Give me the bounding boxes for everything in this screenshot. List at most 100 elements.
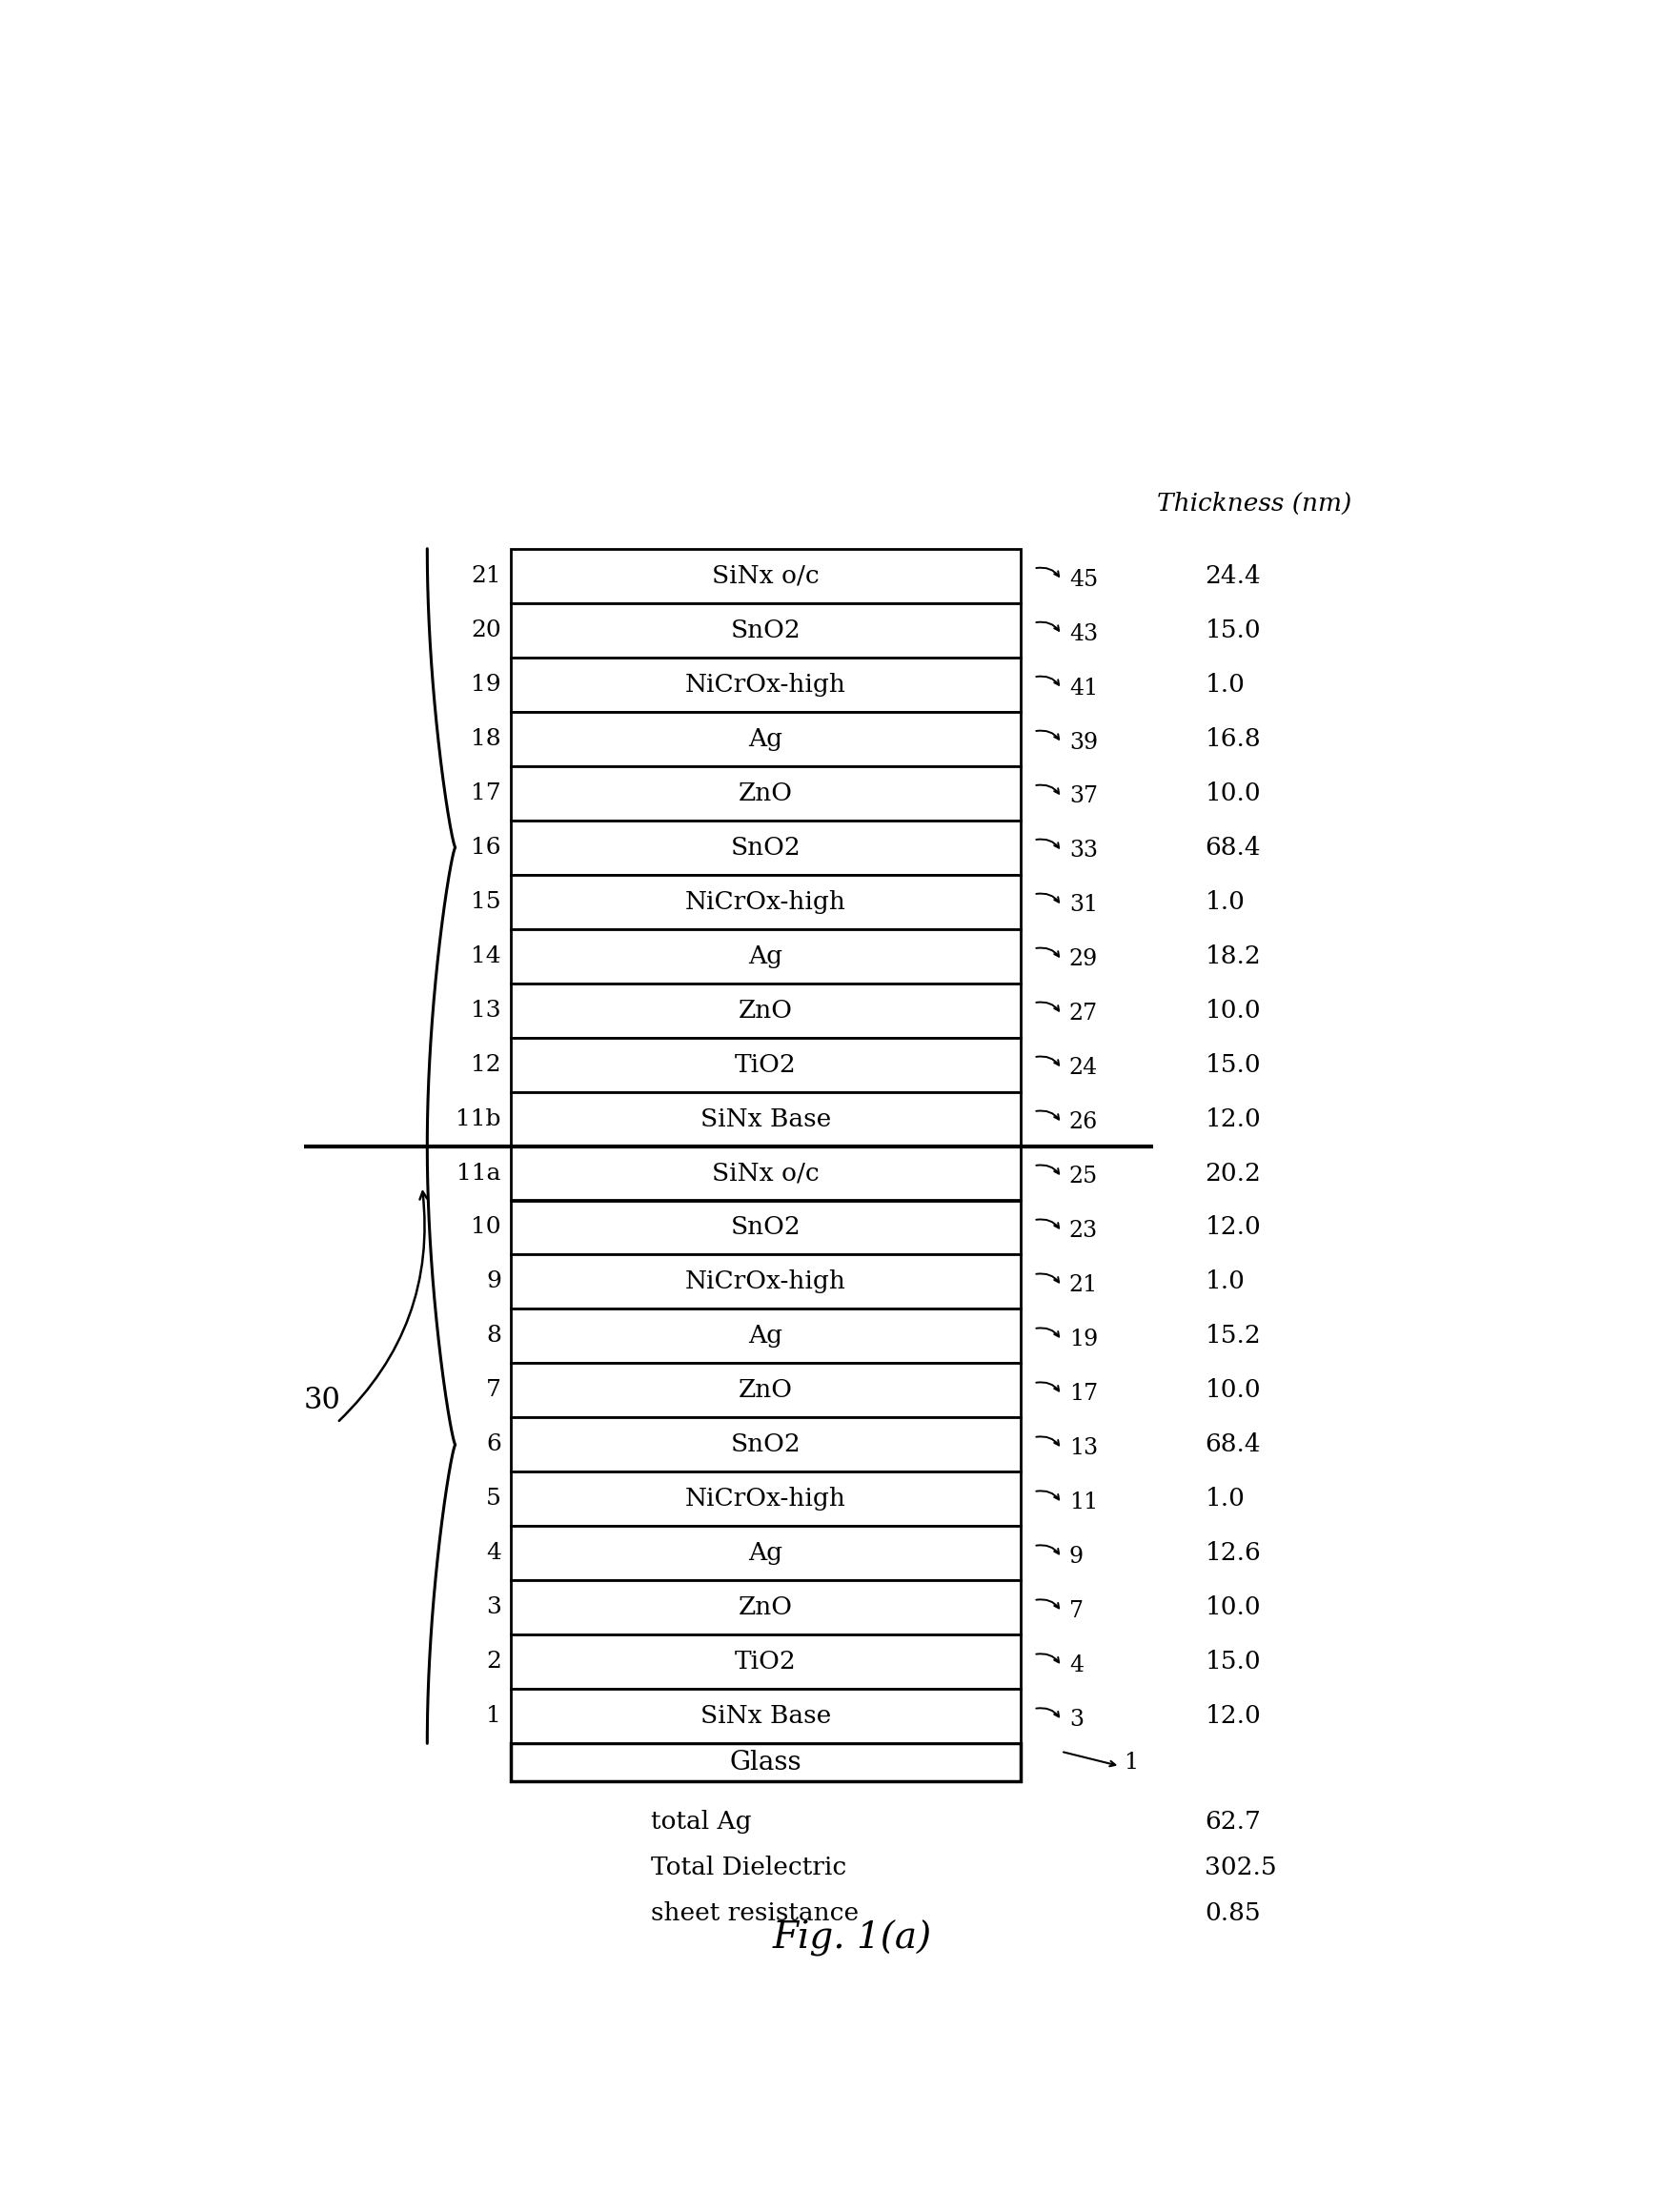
- Text: 9: 9: [486, 1272, 501, 1292]
- Text: 16.8: 16.8: [1206, 728, 1261, 750]
- Text: SiNx Base: SiNx Base: [700, 1106, 832, 1130]
- Bar: [511, 1418, 1021, 1471]
- Bar: [511, 1363, 1021, 1418]
- Bar: [511, 929, 1021, 982]
- Text: ZnO: ZnO: [738, 781, 793, 805]
- Text: 1: 1: [486, 1705, 501, 1728]
- Text: 10.0: 10.0: [1206, 998, 1261, 1022]
- Text: TiO2: TiO2: [735, 1650, 797, 1674]
- Text: 4: 4: [486, 1542, 501, 1564]
- Text: 15.0: 15.0: [1206, 1053, 1261, 1077]
- Text: 10.0: 10.0: [1206, 781, 1261, 805]
- Bar: [511, 657, 1021, 712]
- Bar: [511, 1146, 1021, 1201]
- Text: ZnO: ZnO: [738, 998, 793, 1022]
- Text: 302.5: 302.5: [1206, 1856, 1277, 1880]
- Text: 10: 10: [471, 1217, 501, 1239]
- Text: NiCrOx-high: NiCrOx-high: [685, 672, 846, 697]
- Text: 11: 11: [1069, 1491, 1098, 1513]
- Text: 15.2: 15.2: [1206, 1325, 1261, 1347]
- Bar: [511, 1743, 1021, 1781]
- Text: SiNx o/c: SiNx o/c: [712, 564, 820, 588]
- Bar: [511, 549, 1021, 604]
- Text: 12.0: 12.0: [1206, 1703, 1261, 1728]
- Text: 31: 31: [1069, 894, 1098, 916]
- Text: SnO2: SnO2: [730, 836, 800, 858]
- Text: Fig. 1(a): Fig. 1(a): [772, 1920, 931, 1955]
- Text: 8: 8: [486, 1325, 501, 1347]
- Text: ZnO: ZnO: [738, 1595, 793, 1619]
- Text: 7: 7: [1069, 1599, 1083, 1621]
- Text: 23: 23: [1069, 1221, 1098, 1243]
- Text: 9: 9: [1069, 1546, 1084, 1568]
- Text: 2: 2: [486, 1650, 501, 1672]
- Text: 10.0: 10.0: [1206, 1595, 1261, 1619]
- Text: 19: 19: [1069, 1329, 1098, 1352]
- Text: 21: 21: [1069, 1274, 1098, 1296]
- Text: Ag: Ag: [748, 945, 783, 969]
- Text: 6: 6: [486, 1433, 501, 1455]
- Text: SiNx o/c: SiNx o/c: [712, 1161, 820, 1186]
- Text: 1.0: 1.0: [1206, 1270, 1246, 1294]
- Text: SnO2: SnO2: [730, 1217, 800, 1239]
- Text: 17: 17: [471, 783, 501, 803]
- Text: 30: 30: [304, 1387, 341, 1416]
- Text: 16: 16: [471, 836, 501, 858]
- Bar: [511, 1690, 1021, 1743]
- Text: 24: 24: [1069, 1057, 1098, 1079]
- Text: NiCrOx-high: NiCrOx-high: [685, 1486, 846, 1511]
- Text: 45: 45: [1069, 568, 1098, 591]
- Text: Total Dielectric: Total Dielectric: [650, 1856, 846, 1880]
- Text: 12.6: 12.6: [1206, 1542, 1261, 1566]
- Text: 20.2: 20.2: [1206, 1161, 1261, 1186]
- Text: NiCrOx-high: NiCrOx-high: [685, 889, 846, 914]
- Text: TiO2: TiO2: [735, 1053, 797, 1077]
- Bar: [511, 1635, 1021, 1690]
- Bar: [511, 1582, 1021, 1635]
- Bar: [511, 1526, 1021, 1582]
- Text: 3: 3: [486, 1597, 501, 1619]
- Text: ZnO: ZnO: [738, 1378, 793, 1402]
- Text: 1: 1: [1124, 1752, 1137, 1774]
- Bar: [511, 712, 1021, 765]
- Text: 1.0: 1.0: [1206, 1486, 1246, 1511]
- Text: 0.85: 0.85: [1206, 1900, 1261, 1924]
- Bar: [511, 765, 1021, 821]
- Text: SnO2: SnO2: [730, 1433, 800, 1458]
- Text: 17: 17: [1069, 1382, 1098, 1405]
- Text: 62.7: 62.7: [1206, 1809, 1261, 1834]
- Bar: [511, 1310, 1021, 1363]
- Text: 1.0: 1.0: [1206, 889, 1246, 914]
- Text: 33: 33: [1069, 841, 1098, 863]
- Text: 18.2: 18.2: [1206, 945, 1261, 969]
- Bar: [511, 874, 1021, 929]
- Text: 11a: 11a: [457, 1161, 501, 1183]
- Text: Thickness (nm): Thickness (nm): [1157, 491, 1352, 515]
- Text: 13: 13: [1069, 1438, 1098, 1460]
- Bar: [511, 982, 1021, 1037]
- Text: 21: 21: [471, 564, 501, 586]
- Text: 68.4: 68.4: [1206, 1433, 1261, 1458]
- Text: 15: 15: [471, 891, 501, 914]
- Text: 13: 13: [471, 1000, 501, 1022]
- Text: 12.0: 12.0: [1206, 1106, 1261, 1130]
- Text: Ag: Ag: [748, 1542, 783, 1566]
- Bar: [511, 1471, 1021, 1526]
- Text: 14: 14: [471, 945, 501, 967]
- Text: 18: 18: [471, 728, 501, 750]
- Text: SiNx Base: SiNx Base: [700, 1703, 832, 1728]
- Bar: [511, 1093, 1021, 1146]
- Bar: [511, 1201, 1021, 1254]
- Text: 3: 3: [1069, 1710, 1083, 1730]
- Text: 19: 19: [471, 672, 501, 695]
- Text: 5: 5: [486, 1489, 501, 1511]
- Text: 7: 7: [486, 1380, 501, 1402]
- Text: 39: 39: [1069, 732, 1098, 754]
- Text: Ag: Ag: [748, 1325, 783, 1347]
- Text: 27: 27: [1069, 1002, 1098, 1024]
- Text: 25: 25: [1069, 1166, 1098, 1188]
- Text: Glass: Glass: [730, 1750, 802, 1776]
- Bar: [511, 604, 1021, 657]
- Text: 37: 37: [1069, 785, 1098, 807]
- Text: SnO2: SnO2: [730, 617, 800, 641]
